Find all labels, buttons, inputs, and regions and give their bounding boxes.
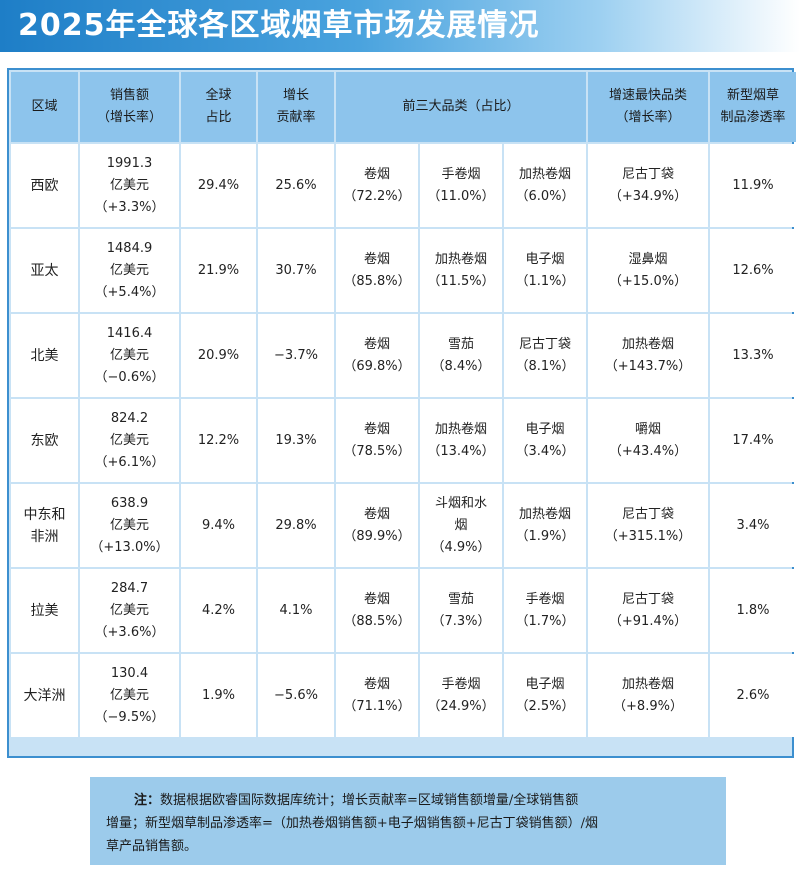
note-box: 注：数据根据欧睿国际数据库统计；增长贡献率=区域销售额增量/全球销售额 增量；新… <box>90 777 726 865</box>
region-cell: 大洋洲 <box>11 654 78 737</box>
header-contribution: 增长 贡献率 <box>258 72 334 142</box>
share-cell: 20.9% <box>181 314 256 397</box>
region-cell: 拉美 <box>11 569 78 652</box>
top-category-cell: 加热卷烟 （1.9%） <box>504 484 586 567</box>
note-line-1: 数据根据欧睿国际数据库统计；增长贡献率=区域销售额增量/全球销售额 <box>160 793 579 808</box>
contribution-cell: 30.7% <box>258 229 334 312</box>
top-category-cell: 雪茄 （8.4%） <box>420 314 502 397</box>
top-category-cell: 加热卷烟 （13.4%） <box>420 399 502 482</box>
table-body: 西欧 1991.3 亿美元 （+3.3%） 29.4% 25.6% 卷烟 （72.2%） 手卷烟… <box>11 144 796 737</box>
share-cell: 4.2% <box>181 569 256 652</box>
header-top-categories: 前三大品类（占比） <box>336 72 586 142</box>
sales-cell: 824.2 亿美元 （+6.1%） <box>80 399 179 482</box>
contribution-cell: 19.3% <box>258 399 334 482</box>
fastest-category-cell: 嚼烟 （+43.4%） <box>588 399 708 482</box>
share-cell: 12.2% <box>181 399 256 482</box>
contribution-cell: −3.7% <box>258 314 334 397</box>
region-cell: 亚太 <box>11 229 78 312</box>
top-category-cell: 手卷烟 （1.7%） <box>504 569 586 652</box>
top-category-cell: 卷烟 （71.1%） <box>336 654 418 737</box>
header-region: 区域 <box>11 72 78 142</box>
top-category-cell: 电子烟 （3.4%） <box>504 399 586 482</box>
sales-cell: 284.7 亿美元 （+3.6%） <box>80 569 179 652</box>
fastest-category-cell: 湿鼻烟 （+15.0%） <box>588 229 708 312</box>
market-table: 区域 销售额 （增长率） 全球 占比 增长 贡献率 前三大品类（占比） 增速最快品类（… <box>9 70 798 739</box>
fastest-category-cell: 加热卷烟 （+143.7%） <box>588 314 708 397</box>
penetration-cell: 2.6% <box>710 654 796 737</box>
top-category-cell: 手卷烟 （24.9%） <box>420 654 502 737</box>
table-row: 大洋洲 130.4 亿美元 （−9.5%） 1.9% −5.6% 卷烟 （71.1%） 手卷烟（… <box>11 654 796 737</box>
header-sales: 销售额 （增长率） <box>80 72 179 142</box>
title-bar: 2025年全球各区域烟草市场发展情况 <box>0 0 800 52</box>
sales-cell: 1416.4 亿美元 （−0.6%） <box>80 314 179 397</box>
contribution-cell: 29.8% <box>258 484 334 567</box>
penetration-cell: 12.6% <box>710 229 796 312</box>
table-row: 中东和 非洲 638.9 亿美元 （+13.0%） 9.4% 29.8% 卷烟 （89.9%）斗… <box>11 484 796 567</box>
share-cell: 1.9% <box>181 654 256 737</box>
table-row: 西欧 1991.3 亿美元 （+3.3%） 29.4% 25.6% 卷烟 （72.2%） 手卷烟… <box>11 144 796 227</box>
share-cell: 9.4% <box>181 484 256 567</box>
top-category-cell: 斗烟和水烟（4.9%） <box>420 484 502 567</box>
penetration-cell: 11.9% <box>710 144 796 227</box>
top-category-cell: 卷烟 （72.2%） <box>336 144 418 227</box>
top-category-cell: 尼古丁袋 （8.1%） <box>504 314 586 397</box>
table-row: 东欧 824.2 亿美元 （+6.1%） 12.2% 19.3% 卷烟 （78.5%） 加热卷烟… <box>11 399 796 482</box>
header-fastest: 增速最快品类 （增长率） <box>588 72 708 142</box>
sales-cell: 1991.3 亿美元 （+3.3%） <box>80 144 179 227</box>
header-row: 区域 销售额 （增长率） 全球 占比 增长 贡献率 前三大品类（占比） 增速最快品类（… <box>11 72 796 142</box>
top-category-cell: 手卷烟 （11.0%） <box>420 144 502 227</box>
header-share: 全球 占比 <box>181 72 256 142</box>
region-cell: 西欧 <box>11 144 78 227</box>
top-category-cell: 卷烟 （85.8%） <box>336 229 418 312</box>
page-title: 2025年全球各区域烟草市场发展情况 <box>18 8 540 43</box>
sales-cell: 638.9 亿美元 （+13.0%） <box>80 484 179 567</box>
fastest-category-cell: 尼古丁袋 （+315.1%） <box>588 484 708 567</box>
penetration-cell: 1.8% <box>710 569 796 652</box>
top-category-cell: 加热卷烟 （11.5%） <box>420 229 502 312</box>
sales-cell: 1484.9 亿美元 （+5.4%） <box>80 229 179 312</box>
contribution-cell: 4.1% <box>258 569 334 652</box>
note-line-2: 增量；新型烟草制品渗透率=（加热卷烟销售额+电子烟销售额+尼古丁袋销售额）/烟 <box>106 816 599 831</box>
note-label: 注： <box>134 793 161 808</box>
top-category-cell: 卷烟 （89.9%） <box>336 484 418 567</box>
top-category-cell: 卷烟 （88.5%） <box>336 569 418 652</box>
table-row: 亚太 1484.9 亿美元 （+5.4%） 21.9% 30.7% 卷烟 （85.8%） 加热卷… <box>11 229 796 312</box>
fastest-category-cell: 加热卷烟 （+8.9%） <box>588 654 708 737</box>
top-category-cell: 卷烟 （78.5%） <box>336 399 418 482</box>
region-cell: 中东和 非洲 <box>11 484 78 567</box>
top-category-cell: 雪茄 （7.3%） <box>420 569 502 652</box>
penetration-cell: 3.4% <box>710 484 796 567</box>
share-cell: 29.4% <box>181 144 256 227</box>
top-category-cell: 电子烟 （2.5%） <box>504 654 586 737</box>
header-penetration: 新型烟草 制品渗透率 <box>710 72 796 142</box>
top-category-cell: 加热卷烟 （6.0%） <box>504 144 586 227</box>
region-cell: 东欧 <box>11 399 78 482</box>
table-frame: 区域 销售额 （增长率） 全球 占比 增长 贡献率 前三大品类（占比） 增速最快品类（… <box>7 68 796 758</box>
top-category-cell: 电子烟 （1.1%） <box>504 229 586 312</box>
fastest-category-cell: 尼古丁袋 （+34.9%） <box>588 144 708 227</box>
sales-cell: 130.4 亿美元 （−9.5%） <box>80 654 179 737</box>
table-row: 北美 1416.4 亿美元 （−0.6%） 20.9% −3.7% 卷烟 （69.8%） 雪茄（… <box>11 314 796 397</box>
penetration-cell: 13.3% <box>710 314 796 397</box>
contribution-cell: 25.6% <box>258 144 334 227</box>
top-category-cell: 卷烟 （69.8%） <box>336 314 418 397</box>
contribution-cell: −5.6% <box>258 654 334 737</box>
share-cell: 21.9% <box>181 229 256 312</box>
region-cell: 北美 <box>11 314 78 397</box>
penetration-cell: 17.4% <box>710 399 796 482</box>
table-row: 拉美 284.7 亿美元 （+3.6%） 4.2% 4.1% 卷烟 （88.5%） 雪茄 （7.3… <box>11 569 796 652</box>
note-line-3: 草产品销售额。 <box>106 839 198 854</box>
fastest-category-cell: 尼古丁袋 （+91.4%） <box>588 569 708 652</box>
